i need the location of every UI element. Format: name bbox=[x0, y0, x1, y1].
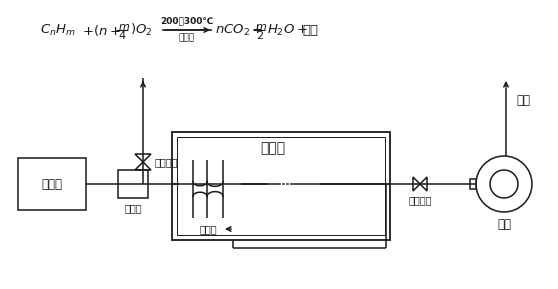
Text: 风机: 风机 bbox=[497, 218, 511, 231]
Text: $2$: $2$ bbox=[256, 29, 264, 41]
Text: 热量: 热量 bbox=[302, 23, 318, 36]
Text: 排空阁门: 排空阁门 bbox=[408, 195, 432, 205]
Text: 阻火器: 阻火器 bbox=[124, 203, 142, 213]
Text: $4$: $4$ bbox=[118, 29, 127, 41]
Text: $m$: $m$ bbox=[255, 21, 267, 32]
Text: $nCO_2+$: $nCO_2+$ bbox=[215, 23, 263, 38]
Bar bbox=[268, 162, 320, 210]
Text: 催化室: 催化室 bbox=[261, 141, 286, 155]
Text: $+(n+$: $+(n+$ bbox=[82, 23, 121, 38]
Text: 排空阁门: 排空阁门 bbox=[155, 157, 179, 167]
Text: 换热器: 换热器 bbox=[199, 224, 217, 234]
Text: 废气源: 废气源 bbox=[41, 177, 62, 190]
Text: 200－300℃: 200－300℃ bbox=[160, 16, 214, 25]
Text: 排放: 排放 bbox=[516, 94, 530, 107]
Bar bbox=[177, 137, 385, 235]
Bar bbox=[278, 168, 292, 204]
Bar bbox=[470, 179, 476, 189]
Bar bbox=[18, 158, 86, 210]
Text: 催化剂: 催化剂 bbox=[179, 34, 195, 42]
Bar bbox=[118, 170, 148, 198]
Text: $)O_2$: $)O_2$ bbox=[130, 22, 152, 38]
Text: $m$: $m$ bbox=[118, 21, 130, 32]
Bar bbox=[179, 158, 241, 220]
Bar bbox=[172, 132, 390, 240]
Text: $\it{C_n H_m}$: $\it{C_n H_m}$ bbox=[40, 23, 76, 38]
Text: $H_2O+$: $H_2O+$ bbox=[267, 23, 308, 38]
